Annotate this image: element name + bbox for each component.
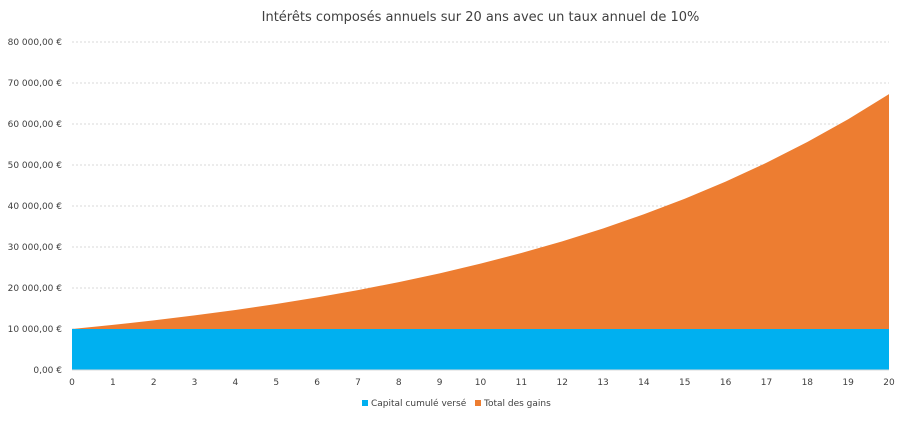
y-tick-label: 10 000,00 € (8, 325, 63, 335)
legend-label-capital: Capital cumulé versé (371, 398, 467, 409)
x-tick-label: 0 (69, 378, 75, 388)
x-tick-label: 2 (151, 378, 157, 388)
x-tick-label: 7 (355, 378, 361, 388)
y-tick-label: 20 000,00 € (8, 284, 63, 294)
x-tick-label: 15 (679, 378, 690, 388)
axis-layer: 0,00 € 10 000,00 € 20 000,00 € 30 000,00 € 4… (8, 38, 895, 388)
area-series-gains (72, 94, 889, 329)
x-tick-label: 20 (883, 378, 895, 388)
grid-layer (72, 41, 889, 330)
y-tick-label: 70 000,00 € (8, 79, 63, 89)
x-tick-label: 6 (314, 378, 320, 388)
y-tick-label: 0,00 € (33, 366, 62, 376)
x-tick-label: 8 (396, 378, 402, 388)
area-layer (72, 94, 889, 370)
y-tick-label: 60 000,00 € (8, 120, 63, 130)
legend-swatch-capital (362, 400, 368, 406)
x-tick-label: 9 (437, 378, 443, 388)
legend-label-gains: Total des gains (483, 399, 551, 409)
x-tick-label: 17 (761, 378, 772, 388)
y-tick-label: 80 000,00 € (8, 38, 63, 48)
x-tick-label: 13 (597, 378, 608, 388)
x-tick-label: 19 (842, 378, 854, 388)
y-tick-label: 50 000,00 € (8, 161, 63, 171)
x-tick-label: 3 (192, 378, 198, 388)
x-tick-label: 10 (475, 378, 487, 388)
x-tick-label: 16 (720, 378, 732, 388)
x-tick-label: 5 (273, 378, 279, 388)
chart-title: Intérêts composés annuels sur 20 ans ave… (262, 10, 700, 25)
x-tick-label: 18 (802, 378, 814, 388)
y-tick-label: 40 000,00 € (8, 202, 63, 212)
y-tick-label: 30 000,00 € (8, 243, 63, 253)
legend-swatch-gains (475, 400, 481, 406)
x-tick-label: 12 (556, 378, 567, 388)
x-tick-label: 4 (233, 378, 239, 388)
legend: Capital cumulé versé Total des gains (362, 398, 551, 409)
x-tick-label: 1 (110, 378, 116, 388)
x-tick-label: 11 (516, 378, 527, 388)
x-tick-label: 14 (638, 378, 650, 388)
area-series-capital (72, 329, 889, 370)
